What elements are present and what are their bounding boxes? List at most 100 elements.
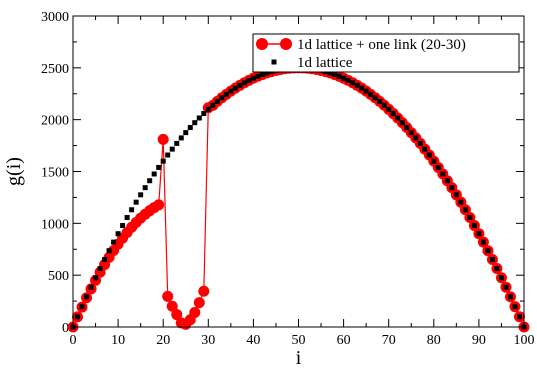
- data-point: [84, 294, 90, 300]
- data-point: [512, 304, 518, 310]
- data-point: [399, 120, 405, 126]
- data-point: [133, 199, 139, 205]
- y-tick-label: 3000: [41, 10, 69, 25]
- data-point: [431, 158, 437, 164]
- data-point: [162, 290, 174, 302]
- data-point: [354, 82, 360, 88]
- data-point: [408, 130, 414, 136]
- data-point: [494, 266, 500, 272]
- data-point: [345, 77, 351, 83]
- legend-marker: [280, 38, 292, 50]
- data-point: [120, 223, 126, 229]
- data-point: [449, 185, 455, 191]
- data-point: [232, 85, 238, 91]
- data-point: [171, 309, 183, 321]
- data-point: [422, 146, 428, 152]
- data-point: [189, 306, 201, 318]
- legend-label: 1d lattice: [297, 55, 353, 71]
- data-point: [169, 146, 175, 152]
- data-point: [359, 85, 365, 91]
- legend-label: 1d lattice + one link (20-30): [297, 37, 466, 53]
- data-point: [106, 248, 112, 254]
- data-point: [372, 95, 378, 101]
- data-point: [476, 231, 482, 237]
- y-tick-label: 2000: [41, 114, 69, 129]
- data-point: [178, 135, 184, 141]
- x-tick-label: 80: [427, 333, 441, 348]
- x-tick-label: 100: [514, 333, 535, 348]
- legend-marker: [271, 59, 277, 65]
- data-point: [341, 75, 347, 81]
- y-tick-label: 0: [62, 321, 69, 336]
- data-point: [153, 199, 165, 211]
- data-point: [201, 111, 207, 117]
- data-point: [196, 115, 202, 121]
- data-point: [219, 95, 225, 101]
- data-point: [160, 158, 166, 164]
- data-point: [250, 75, 256, 81]
- data-point: [377, 98, 383, 104]
- data-point: [440, 171, 446, 177]
- data-point: [426, 152, 432, 158]
- data-point: [381, 102, 387, 108]
- data-point: [458, 199, 464, 205]
- data-point: [205, 106, 211, 112]
- data-point: [75, 314, 81, 320]
- data-point: [259, 71, 265, 77]
- data-point: [485, 248, 491, 254]
- legend-item: 1d lattice + one link (20-30): [256, 37, 466, 53]
- data-point: [157, 133, 169, 145]
- data-point: [503, 284, 509, 290]
- data-point: [498, 275, 504, 281]
- series-lattice-with-link: [67, 62, 530, 333]
- data-point: [390, 111, 396, 117]
- data-point: [174, 140, 180, 146]
- x-tick-label: 70: [382, 333, 396, 348]
- data-point: [228, 88, 234, 94]
- y-tick-labels: 0 500 1000 1500 2000 2500 3000: [41, 10, 69, 336]
- data-point: [327, 70, 333, 76]
- data-point: [480, 239, 486, 245]
- axis-ticks: [72, 15, 525, 328]
- data-point: [183, 130, 189, 136]
- data-point: [395, 115, 401, 121]
- data-point: [151, 171, 157, 177]
- y-tick-label: 2500: [41, 62, 69, 77]
- data-point: [192, 120, 198, 126]
- data-point: [237, 82, 243, 88]
- y-tick-label: 1000: [41, 217, 69, 232]
- legend-marker: [256, 38, 268, 50]
- series-layer: [67, 62, 530, 333]
- data-point: [193, 297, 205, 309]
- x-tick-label: 20: [156, 333, 170, 348]
- data-point: [467, 215, 473, 221]
- x-axis-label: i: [296, 347, 302, 368]
- data-point: [88, 284, 94, 290]
- data-point: [435, 164, 441, 170]
- data-point: [223, 91, 229, 97]
- data-point: [462, 207, 468, 213]
- data-point: [332, 71, 338, 77]
- data-point: [417, 140, 423, 146]
- data-point: [363, 88, 369, 94]
- data-point: [214, 98, 220, 104]
- data-point: [241, 80, 247, 86]
- y-axis-label: g(i): [3, 157, 25, 186]
- legend-box: [252, 33, 520, 73]
- plot-frame: [72, 15, 525, 328]
- data-point: [129, 207, 135, 213]
- data-point: [453, 192, 459, 198]
- data-point: [166, 300, 178, 312]
- data-point: [124, 215, 130, 221]
- data-point: [156, 164, 162, 170]
- x-tick-label: 90: [472, 333, 486, 348]
- data-point: [471, 223, 477, 229]
- data-point: [93, 275, 99, 281]
- data-point: [79, 304, 85, 310]
- data-point: [255, 73, 261, 79]
- data-point: [102, 257, 108, 263]
- x-tick-label: 50: [292, 333, 306, 348]
- y-tick-label: 1500: [41, 166, 69, 181]
- legend: 1d lattice + one link (20-30) 1d lattice: [252, 33, 520, 73]
